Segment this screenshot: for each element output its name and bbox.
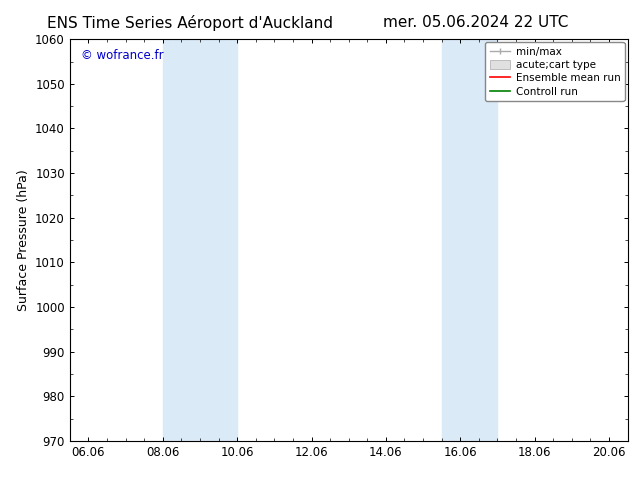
Y-axis label: Surface Pressure (hPa): Surface Pressure (hPa)	[16, 169, 30, 311]
Text: ENS Time Series Aéroport d'Auckland: ENS Time Series Aéroport d'Auckland	[47, 15, 333, 31]
Bar	[163, 39, 237, 441]
Legend: min/max, acute;cart type, Ensemble mean run, Controll run: min/max, acute;cart type, Ensemble mean …	[486, 42, 624, 101]
Text: © wofrance.fr: © wofrance.fr	[81, 49, 164, 62]
Text: mer. 05.06.2024 22 UTC: mer. 05.06.2024 22 UTC	[383, 15, 568, 30]
Bar	[442, 39, 498, 441]
